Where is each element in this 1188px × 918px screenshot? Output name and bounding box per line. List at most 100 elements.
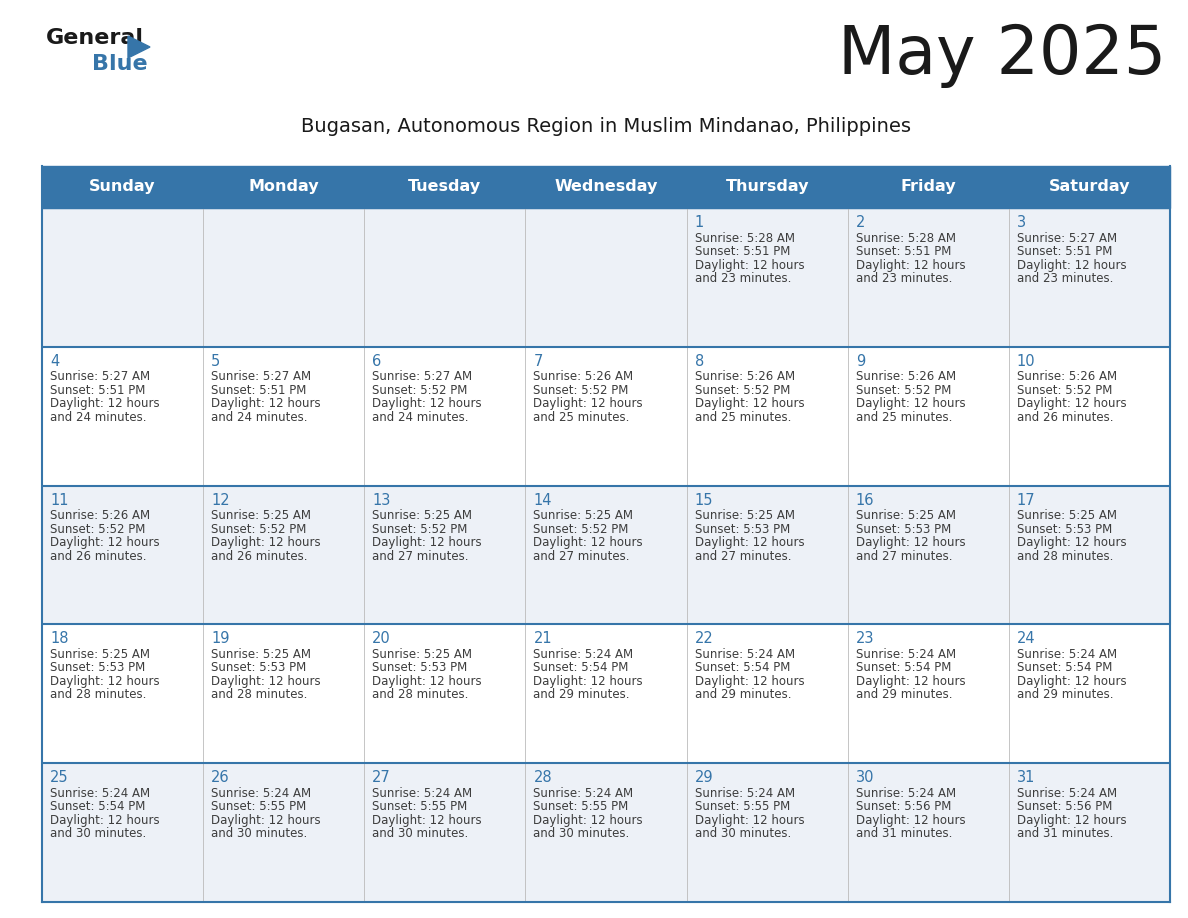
Text: and 28 minutes.: and 28 minutes.	[50, 688, 146, 701]
Text: 10: 10	[1017, 353, 1036, 369]
Polygon shape	[128, 36, 150, 58]
Text: and 26 minutes.: and 26 minutes.	[1017, 410, 1113, 424]
Text: and 30 minutes.: and 30 minutes.	[372, 827, 468, 840]
Text: Tuesday: Tuesday	[409, 180, 481, 195]
Text: Sunset: 5:54 PM: Sunset: 5:54 PM	[695, 661, 790, 675]
Text: Sunrise: 5:26 AM: Sunrise: 5:26 AM	[533, 370, 633, 384]
Text: 28: 28	[533, 770, 552, 785]
Text: and 30 minutes.: and 30 minutes.	[533, 827, 630, 840]
Text: Sunset: 5:54 PM: Sunset: 5:54 PM	[1017, 661, 1112, 675]
Text: and 29 minutes.: and 29 minutes.	[855, 688, 953, 701]
Text: Daylight: 12 hours: Daylight: 12 hours	[211, 813, 321, 827]
Text: Daylight: 12 hours: Daylight: 12 hours	[211, 675, 321, 688]
Text: 15: 15	[695, 493, 713, 508]
Text: Sunset: 5:55 PM: Sunset: 5:55 PM	[533, 800, 628, 813]
Text: Sunset: 5:53 PM: Sunset: 5:53 PM	[372, 661, 468, 675]
Text: Sunset: 5:53 PM: Sunset: 5:53 PM	[211, 661, 307, 675]
Text: and 23 minutes.: and 23 minutes.	[1017, 272, 1113, 285]
Text: Daylight: 12 hours: Daylight: 12 hours	[695, 675, 804, 688]
Text: 7: 7	[533, 353, 543, 369]
Text: Daylight: 12 hours: Daylight: 12 hours	[533, 397, 643, 410]
Bar	[42, 347, 1170, 486]
Text: Sunset: 5:54 PM: Sunset: 5:54 PM	[533, 661, 628, 675]
Text: Sunrise: 5:24 AM: Sunrise: 5:24 AM	[1017, 648, 1117, 661]
Text: 29: 29	[695, 770, 713, 785]
Text: Sunrise: 5:26 AM: Sunrise: 5:26 AM	[50, 509, 150, 522]
Text: Daylight: 12 hours: Daylight: 12 hours	[695, 536, 804, 549]
Text: and 25 minutes.: and 25 minutes.	[855, 410, 952, 424]
Bar	[42, 486, 1170, 624]
Text: Sunset: 5:52 PM: Sunset: 5:52 PM	[50, 522, 145, 535]
Text: 30: 30	[855, 770, 874, 785]
Text: Daylight: 12 hours: Daylight: 12 hours	[50, 675, 159, 688]
Text: Sunset: 5:53 PM: Sunset: 5:53 PM	[1017, 522, 1112, 535]
Text: Daylight: 12 hours: Daylight: 12 hours	[855, 397, 966, 410]
Text: Sunset: 5:55 PM: Sunset: 5:55 PM	[372, 800, 468, 813]
Text: Daylight: 12 hours: Daylight: 12 hours	[211, 536, 321, 549]
Text: 13: 13	[372, 493, 391, 508]
Text: Blue: Blue	[91, 54, 147, 74]
Text: Sunrise: 5:25 AM: Sunrise: 5:25 AM	[1017, 509, 1117, 522]
Text: Sunset: 5:52 PM: Sunset: 5:52 PM	[372, 522, 468, 535]
Text: 23: 23	[855, 632, 874, 646]
Text: Sunrise: 5:24 AM: Sunrise: 5:24 AM	[533, 648, 633, 661]
Text: Sunrise: 5:24 AM: Sunrise: 5:24 AM	[855, 648, 956, 661]
Text: Sunrise: 5:25 AM: Sunrise: 5:25 AM	[695, 509, 795, 522]
Text: 24: 24	[1017, 632, 1036, 646]
Text: 22: 22	[695, 632, 713, 646]
Text: Sunrise: 5:25 AM: Sunrise: 5:25 AM	[211, 648, 311, 661]
Text: and 28 minutes.: and 28 minutes.	[372, 688, 468, 701]
Text: Daylight: 12 hours: Daylight: 12 hours	[533, 536, 643, 549]
Text: Daylight: 12 hours: Daylight: 12 hours	[695, 397, 804, 410]
Text: Sunrise: 5:25 AM: Sunrise: 5:25 AM	[50, 648, 150, 661]
Text: 11: 11	[50, 493, 69, 508]
Text: Daylight: 12 hours: Daylight: 12 hours	[50, 813, 159, 827]
Text: Sunset: 5:54 PM: Sunset: 5:54 PM	[50, 800, 145, 813]
Text: 8: 8	[695, 353, 703, 369]
Text: Daylight: 12 hours: Daylight: 12 hours	[855, 259, 966, 272]
Text: Sunrise: 5:24 AM: Sunrise: 5:24 AM	[211, 787, 311, 800]
Text: Bugasan, Autonomous Region in Muslim Mindanao, Philippines: Bugasan, Autonomous Region in Muslim Min…	[301, 117, 911, 136]
Text: 21: 21	[533, 632, 552, 646]
Text: Sunrise: 5:25 AM: Sunrise: 5:25 AM	[372, 509, 473, 522]
Text: Sunset: 5:55 PM: Sunset: 5:55 PM	[211, 800, 307, 813]
Text: 20: 20	[372, 632, 391, 646]
Text: Sunrise: 5:28 AM: Sunrise: 5:28 AM	[855, 231, 955, 244]
Text: Daylight: 12 hours: Daylight: 12 hours	[855, 536, 966, 549]
Text: and 23 minutes.: and 23 minutes.	[695, 272, 791, 285]
Text: Thursday: Thursday	[726, 180, 809, 195]
Text: and 27 minutes.: and 27 minutes.	[533, 550, 630, 563]
Text: and 24 minutes.: and 24 minutes.	[50, 410, 146, 424]
Text: and 26 minutes.: and 26 minutes.	[211, 550, 308, 563]
Text: Sunrise: 5:25 AM: Sunrise: 5:25 AM	[533, 509, 633, 522]
Text: Sunrise: 5:24 AM: Sunrise: 5:24 AM	[372, 787, 473, 800]
Text: Sunrise: 5:27 AM: Sunrise: 5:27 AM	[1017, 231, 1117, 244]
Text: Sunrise: 5:24 AM: Sunrise: 5:24 AM	[533, 787, 633, 800]
Text: Sunset: 5:55 PM: Sunset: 5:55 PM	[695, 800, 790, 813]
Text: and 25 minutes.: and 25 minutes.	[695, 410, 791, 424]
Text: Sunset: 5:51 PM: Sunset: 5:51 PM	[50, 384, 145, 397]
Text: Sunset: 5:52 PM: Sunset: 5:52 PM	[695, 384, 790, 397]
Bar	[42, 208, 1170, 347]
Text: 31: 31	[1017, 770, 1035, 785]
Text: Daylight: 12 hours: Daylight: 12 hours	[1017, 259, 1126, 272]
Text: Sunset: 5:52 PM: Sunset: 5:52 PM	[855, 384, 952, 397]
Text: Sunset: 5:51 PM: Sunset: 5:51 PM	[695, 245, 790, 258]
Text: Daylight: 12 hours: Daylight: 12 hours	[1017, 536, 1126, 549]
Text: Sunrise: 5:24 AM: Sunrise: 5:24 AM	[855, 787, 956, 800]
Text: and 26 minutes.: and 26 minutes.	[50, 550, 146, 563]
Text: and 28 minutes.: and 28 minutes.	[211, 688, 308, 701]
Text: Sunrise: 5:24 AM: Sunrise: 5:24 AM	[695, 648, 795, 661]
Text: and 29 minutes.: and 29 minutes.	[533, 688, 630, 701]
Text: Daylight: 12 hours: Daylight: 12 hours	[695, 813, 804, 827]
Text: Daylight: 12 hours: Daylight: 12 hours	[855, 675, 966, 688]
Text: and 27 minutes.: and 27 minutes.	[695, 550, 791, 563]
Text: and 31 minutes.: and 31 minutes.	[855, 827, 952, 840]
Text: and 24 minutes.: and 24 minutes.	[211, 410, 308, 424]
Text: Daylight: 12 hours: Daylight: 12 hours	[533, 675, 643, 688]
Bar	[42, 624, 1170, 763]
Text: 2: 2	[855, 215, 865, 230]
Text: 4: 4	[50, 353, 59, 369]
Text: Daylight: 12 hours: Daylight: 12 hours	[695, 259, 804, 272]
Text: Wednesday: Wednesday	[555, 180, 658, 195]
